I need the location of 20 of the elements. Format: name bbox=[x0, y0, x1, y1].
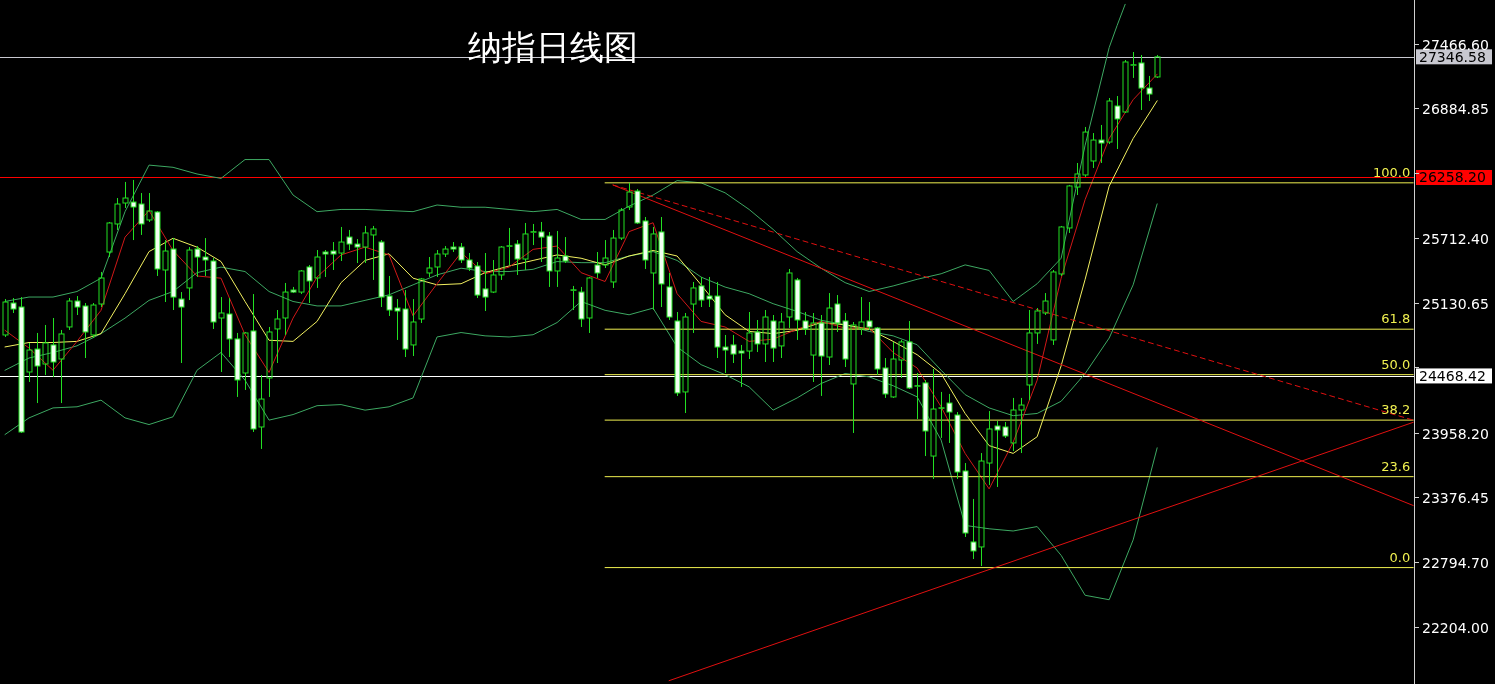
y-tick-label: 26884.85 bbox=[1422, 100, 1489, 117]
line-series bbox=[4, 300, 1158, 601]
series-label: 38.2 bbox=[1381, 402, 1411, 418]
series-label: 23.6 bbox=[1381, 458, 1411, 474]
line-series bbox=[4, 203, 1158, 417]
y-tick-label: 25712.40 bbox=[1422, 230, 1489, 247]
series-label: 61.8 bbox=[1381, 311, 1411, 327]
y-tick-label: 23958.20 bbox=[1422, 425, 1489, 442]
ref-line-label: 24468.42 bbox=[1419, 367, 1486, 384]
series-label: 50.0 bbox=[1381, 356, 1411, 372]
y-tick-label: 23376.45 bbox=[1422, 489, 1489, 506]
text: 纳指日线图 bbox=[468, 27, 638, 67]
ref-line-label: 26258.20 bbox=[1419, 169, 1486, 186]
y-tick-label: 22204.00 bbox=[1422, 619, 1489, 636]
y-tick-label: 27466.60 bbox=[1422, 36, 1489, 53]
series-label: 100.0 bbox=[1372, 164, 1411, 180]
y-tick-label: 22794.70 bbox=[1422, 554, 1489, 571]
series-label: 0.0 bbox=[1389, 549, 1411, 565]
line-series bbox=[4, 100, 1158, 454]
y-tick-label: 25130.65 bbox=[1422, 295, 1489, 312]
